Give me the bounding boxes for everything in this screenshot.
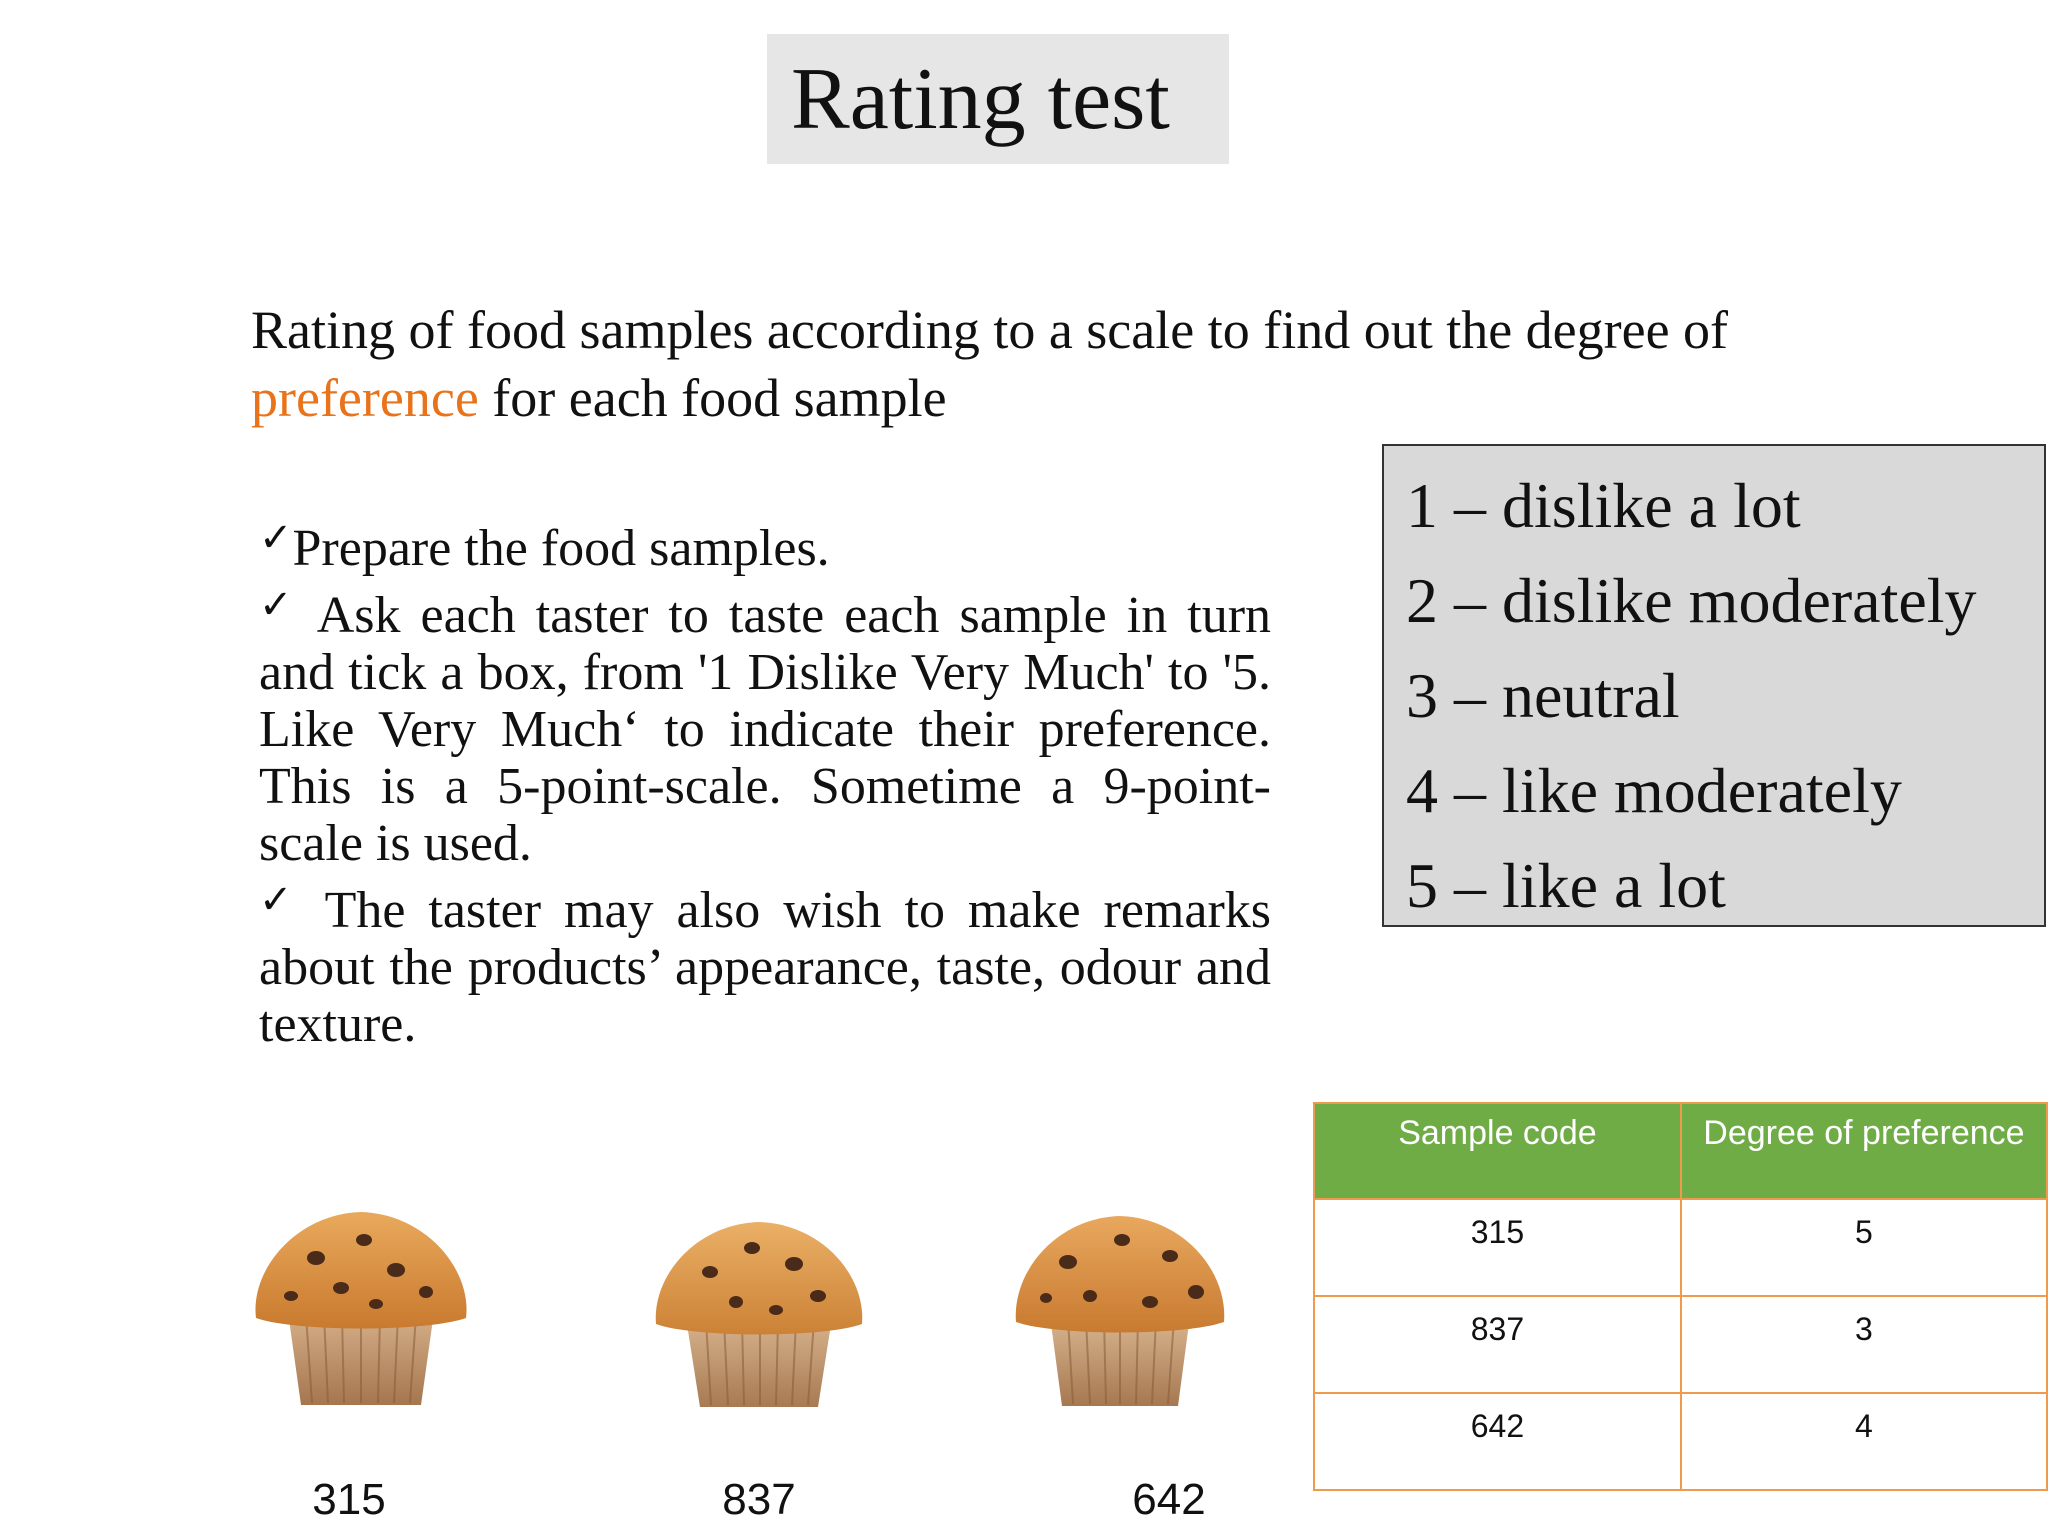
bullet-item: ✓ Ask each taster to taste each sample i… — [259, 577, 1271, 872]
bullet-item: ✓Prepare the food samples. — [259, 510, 1271, 577]
intro-highlight: preference — [251, 368, 479, 428]
table-row: 315 5 — [1313, 1198, 2048, 1297]
preference-table: Sample code Degree of preference 315 5 8… — [1313, 1102, 2048, 1491]
muffin-icon — [255, 1212, 467, 1405]
cell-sample-code: 837 — [1313, 1295, 1682, 1394]
sample-label: 642 — [1132, 1475, 1206, 1524]
cell-sample-code: 642 — [1313, 1392, 1682, 1491]
bullet-list: ✓Prepare the food samples. ✓ Ask each ta… — [259, 510, 1271, 1053]
bullet-text: The taster may also wish to make remarks… — [259, 882, 1272, 1053]
scale-item-2: 2 – dislike moderately — [1406, 565, 1977, 636]
header-sample-code: Sample code — [1313, 1102, 1682, 1200]
header-degree-of-preference: Degree of preference — [1679, 1102, 2048, 1200]
cell-sample-code: 315 — [1313, 1198, 1682, 1297]
cell-preference: 4 — [1679, 1392, 2048, 1491]
bullet-item: ✓ The taster may also wish to make remar… — [259, 872, 1271, 1053]
bullet-text: Ask each taster to taste each sample in … — [259, 587, 1272, 872]
scale-item-1: 1 – dislike a lot — [1406, 470, 1801, 541]
title-box: Rating test — [767, 34, 1229, 164]
scale-item-5: 5 – like a lot — [1406, 850, 1726, 921]
checkmark-icon: ✓ — [259, 515, 293, 561]
checkmark-icon: ✓ — [259, 877, 303, 923]
checkmark-icon: ✓ — [259, 582, 300, 628]
table-row: 837 3 — [1313, 1295, 2048, 1394]
table-row: 642 4 — [1313, 1392, 2048, 1491]
scale-legend-box: 1 – dislike a lot 2 – dislike moderately… — [1382, 444, 2046, 927]
intro-text: Rating of food samples according to a sc… — [251, 296, 1891, 432]
intro-before: Rating of food samples according to a sc… — [251, 300, 1729, 360]
cell-preference: 5 — [1679, 1198, 2048, 1297]
table-header-row: Sample code Degree of preference — [1313, 1102, 2048, 1200]
page-title: Rating test — [791, 51, 1170, 148]
intro-after: for each food sample — [478, 368, 947, 428]
muffin-icon — [1015, 1216, 1225, 1406]
bullet-text: Prepare the food samples. — [292, 520, 830, 577]
scale-item-3: 3 – neutral — [1406, 660, 1680, 731]
cell-preference: 3 — [1679, 1295, 2048, 1394]
scale-item-4: 4 – like moderately — [1406, 755, 1902, 826]
muffin-icon — [655, 1222, 863, 1407]
sample-label: 837 — [722, 1475, 796, 1524]
sample-label: 315 — [312, 1475, 386, 1524]
